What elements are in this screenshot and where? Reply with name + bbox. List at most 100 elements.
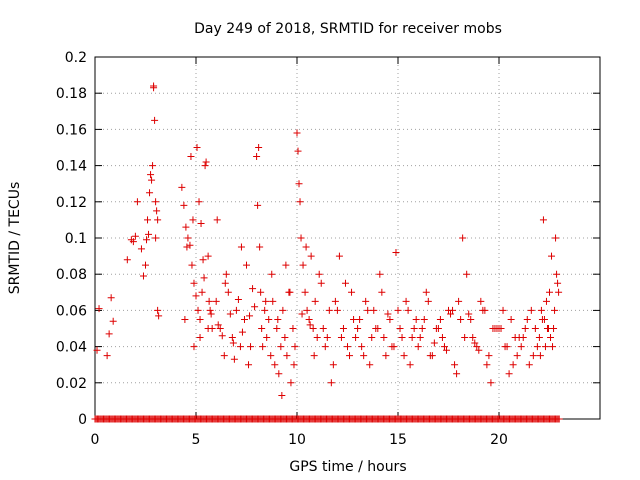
data-point bbox=[544, 325, 552, 332]
data-point bbox=[424, 297, 432, 305]
data-point bbox=[555, 415, 563, 423]
data-point bbox=[251, 303, 259, 311]
data-point bbox=[459, 234, 467, 242]
data-point bbox=[224, 288, 232, 296]
data-point bbox=[144, 216, 152, 224]
data-point bbox=[298, 310, 306, 318]
data-point bbox=[145, 230, 153, 238]
data-point bbox=[230, 355, 238, 363]
data-point bbox=[286, 288, 294, 296]
data-point bbox=[465, 310, 473, 318]
x-tick-label: 20 bbox=[490, 432, 508, 448]
data-point bbox=[414, 343, 422, 351]
x-axis-label: GPS time / hours bbox=[289, 459, 406, 475]
data-point bbox=[348, 288, 356, 296]
data-point bbox=[180, 201, 188, 209]
data-point bbox=[216, 325, 224, 332]
data-point bbox=[207, 310, 215, 318]
data-point bbox=[146, 189, 154, 197]
data-point bbox=[335, 252, 343, 260]
data-point bbox=[535, 334, 543, 342]
data-point bbox=[384, 310, 392, 318]
x-axis: 0 5 10 15 20 bbox=[91, 57, 508, 448]
data-point bbox=[273, 325, 281, 332]
data-point bbox=[449, 306, 457, 314]
data-point bbox=[253, 153, 261, 161]
data-point bbox=[178, 183, 186, 191]
data-point bbox=[400, 352, 408, 360]
data-point bbox=[198, 288, 206, 296]
data-point bbox=[370, 306, 378, 314]
data-point bbox=[467, 315, 475, 323]
data-point bbox=[386, 315, 394, 323]
data-point bbox=[222, 270, 230, 278]
data-point bbox=[247, 343, 255, 351]
data-point bbox=[394, 306, 402, 314]
data-point bbox=[188, 261, 196, 269]
data-point bbox=[475, 346, 483, 354]
data-point bbox=[293, 129, 301, 137]
data-point bbox=[306, 321, 314, 329]
data-point bbox=[196, 315, 204, 323]
data-point bbox=[107, 294, 115, 302]
data-point bbox=[341, 279, 349, 287]
data-point bbox=[301, 288, 309, 296]
y-tick-label: 0.2 bbox=[65, 50, 87, 66]
data-point bbox=[360, 352, 368, 360]
data-point bbox=[499, 306, 507, 314]
data-point bbox=[366, 361, 374, 369]
data-point bbox=[143, 236, 151, 244]
data-point bbox=[201, 162, 209, 170]
data-point bbox=[310, 352, 318, 360]
y-tick-label: 0.14 bbox=[56, 159, 87, 175]
data-point bbox=[406, 361, 414, 369]
data-point bbox=[257, 288, 265, 296]
data-point bbox=[229, 339, 237, 347]
data-point bbox=[331, 297, 339, 305]
y-tick-label: 0.12 bbox=[56, 195, 87, 211]
data-point bbox=[234, 296, 242, 304]
data-point bbox=[402, 297, 410, 305]
x-tick-label: 15 bbox=[389, 432, 407, 448]
data-point bbox=[307, 252, 315, 260]
data-point bbox=[398, 334, 406, 342]
data-point bbox=[410, 325, 418, 332]
data-point bbox=[226, 310, 234, 318]
data-point bbox=[237, 243, 245, 251]
data-point bbox=[299, 261, 307, 269]
data-point bbox=[181, 315, 189, 323]
x-tick-label: 0 bbox=[91, 432, 100, 448]
chart-title: Day 249 of 2018, SRMTID for receiver mob… bbox=[194, 21, 502, 37]
data-point bbox=[228, 334, 236, 342]
data-point bbox=[295, 180, 303, 188]
data-point bbox=[303, 306, 311, 314]
data-point bbox=[392, 248, 400, 256]
data-point bbox=[263, 334, 271, 342]
data-point bbox=[364, 306, 372, 314]
data-point bbox=[471, 339, 479, 347]
data-point bbox=[200, 274, 208, 282]
data-point bbox=[509, 361, 517, 369]
y-tick-label: 0.16 bbox=[56, 122, 87, 138]
data-point bbox=[536, 352, 544, 360]
data-point bbox=[388, 343, 396, 351]
data-point bbox=[139, 272, 147, 280]
data-point bbox=[376, 270, 384, 278]
data-point bbox=[236, 343, 244, 351]
data-point bbox=[344, 343, 351, 351]
data-point bbox=[105, 330, 113, 338]
data-point bbox=[193, 144, 201, 151]
data-point bbox=[153, 207, 161, 215]
data-point bbox=[255, 144, 263, 151]
data-point bbox=[352, 334, 360, 342]
data-point bbox=[404, 306, 412, 314]
data-point bbox=[554, 279, 562, 287]
data-point bbox=[319, 325, 327, 332]
data-point bbox=[418, 325, 426, 332]
data-point bbox=[129, 238, 137, 246]
data-point bbox=[412, 315, 420, 323]
data-point bbox=[422, 288, 430, 296]
data-point bbox=[549, 343, 557, 351]
data-point bbox=[548, 252, 556, 260]
data-point bbox=[269, 297, 277, 305]
